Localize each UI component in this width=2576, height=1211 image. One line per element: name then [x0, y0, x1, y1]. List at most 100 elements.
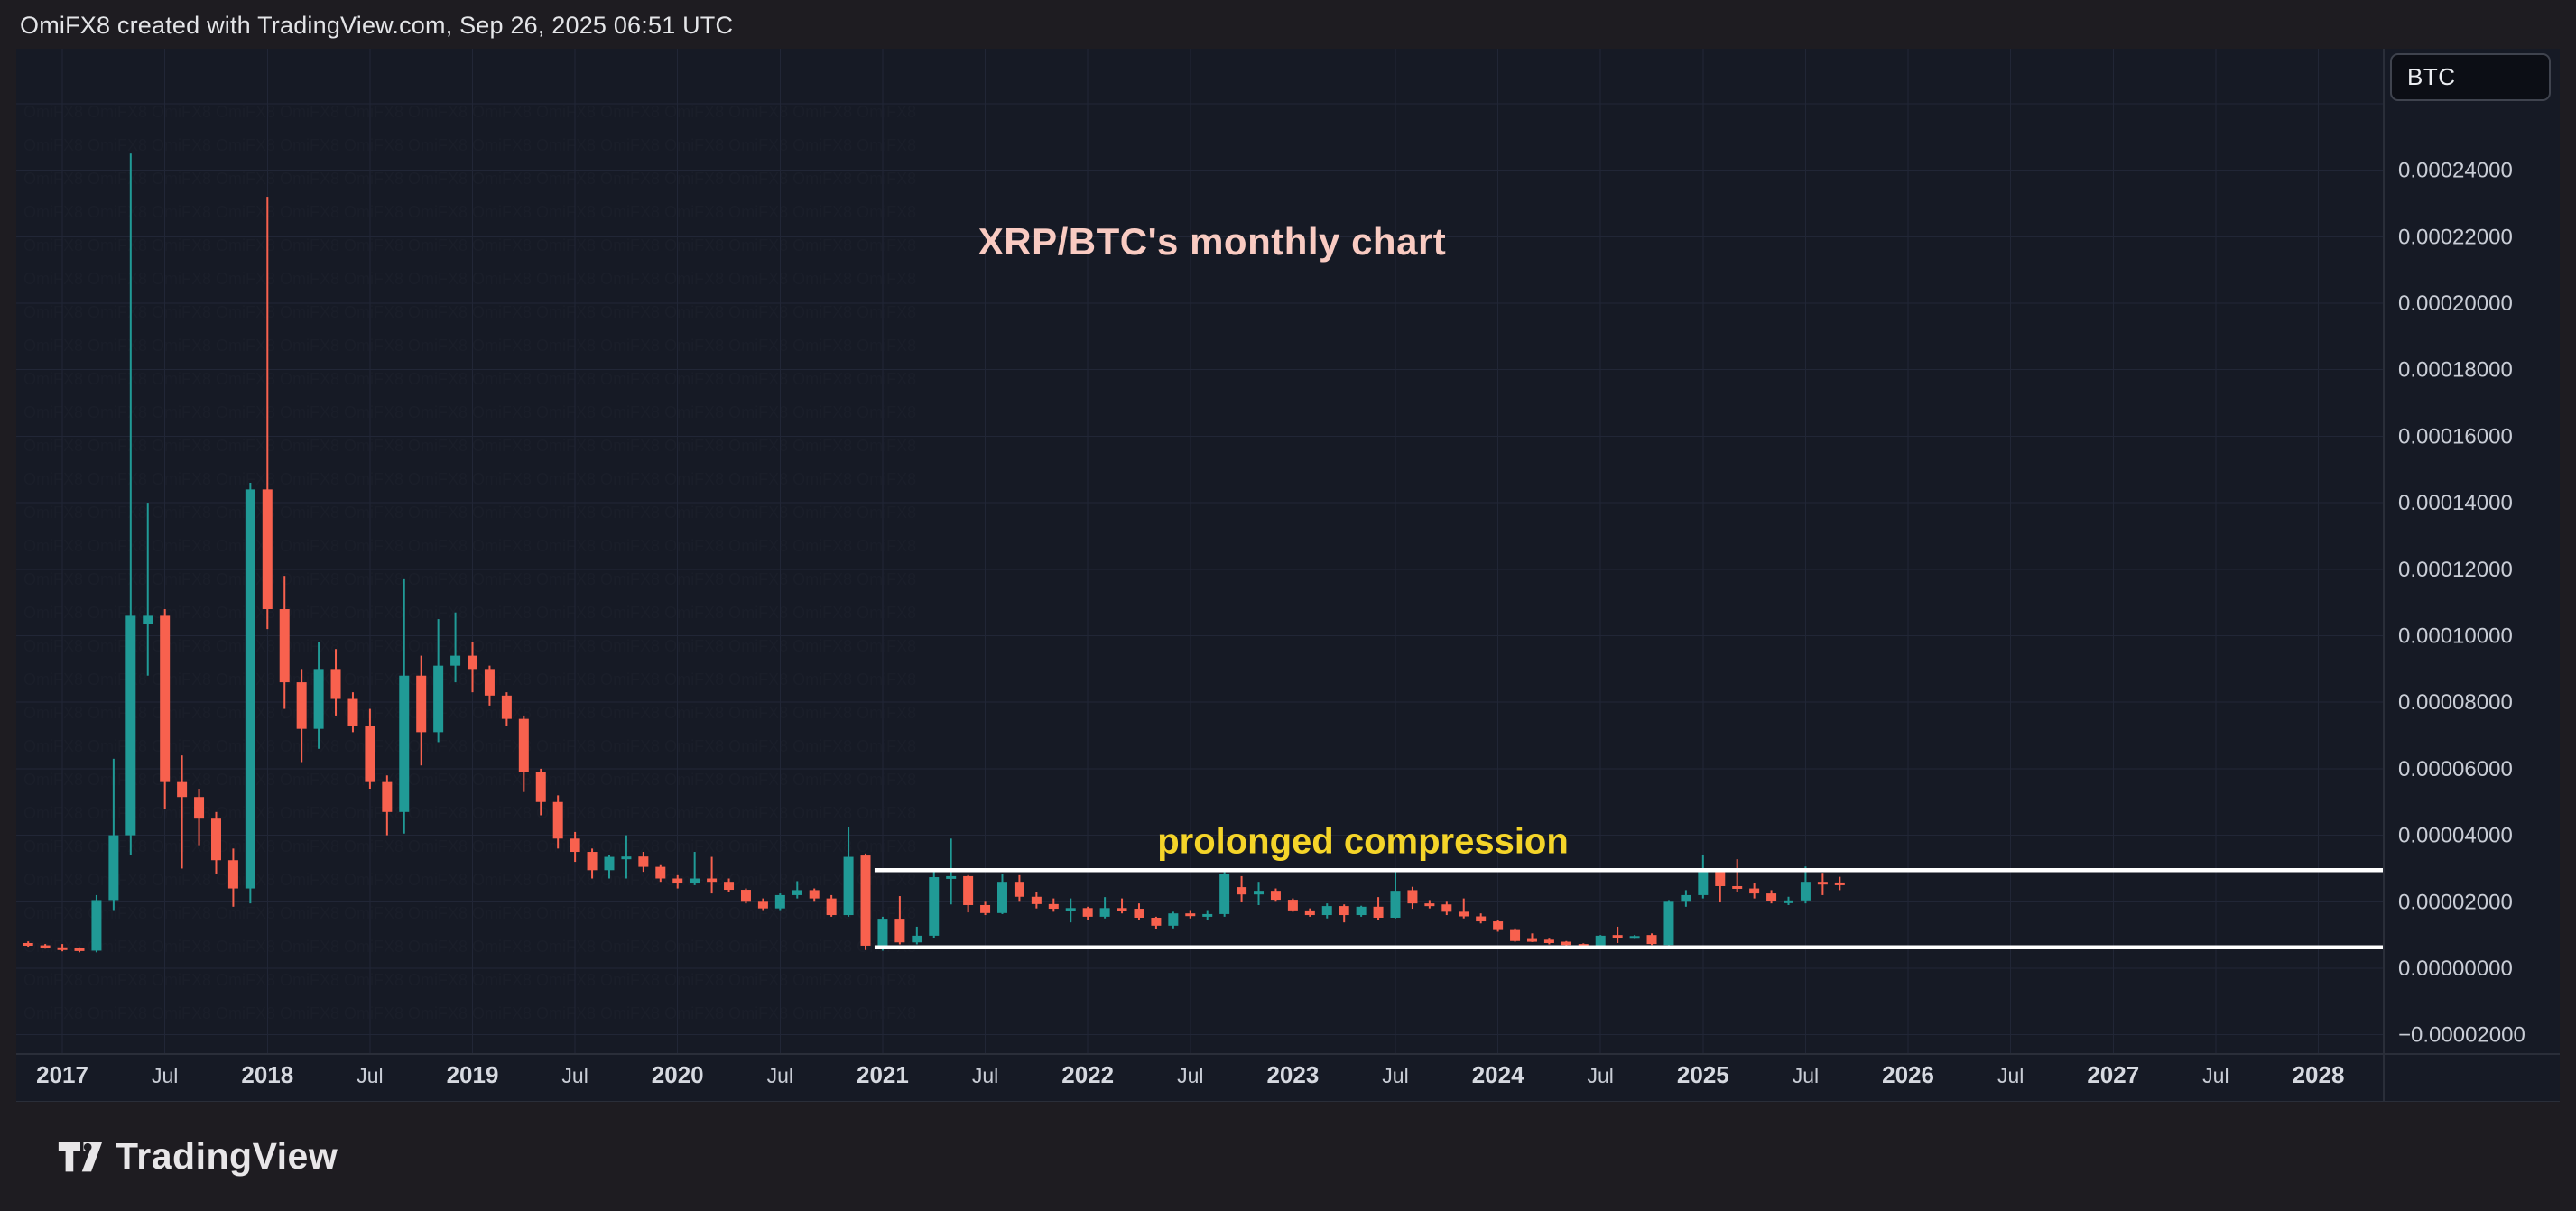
candle[interactable]	[877, 916, 888, 951]
candle[interactable]	[1014, 874, 1024, 902]
candles-layer[interactable]	[23, 153, 1845, 953]
candle[interactable]	[1715, 868, 1726, 903]
candle[interactable]	[963, 874, 974, 913]
candle[interactable]	[1681, 890, 1691, 907]
candle[interactable]	[279, 576, 290, 709]
candle[interactable]	[1543, 938, 1554, 945]
candle[interactable]	[621, 835, 632, 879]
candle[interactable]	[1287, 898, 1298, 912]
candle[interactable]	[1784, 896, 1794, 905]
candle[interactable]	[1356, 905, 1367, 917]
candle[interactable]	[1663, 900, 1674, 947]
candle[interactable]	[740, 888, 751, 904]
candle[interactable]	[1134, 903, 1144, 920]
candle[interactable]	[160, 609, 171, 809]
candle[interactable]	[210, 811, 221, 874]
candle[interactable]	[1117, 898, 1127, 914]
candle[interactable]	[587, 848, 598, 879]
candle[interactable]	[330, 649, 341, 716]
candle[interactable]	[1510, 928, 1521, 942]
candle[interactable]	[1407, 886, 1418, 910]
candle[interactable]	[690, 852, 700, 885]
candle[interactable]	[1185, 910, 1196, 919]
candle[interactable]	[860, 853, 871, 950]
candle[interactable]	[894, 896, 905, 945]
candle[interactable]	[194, 789, 205, 846]
candle[interactable]	[416, 655, 427, 766]
candle[interactable]	[40, 944, 51, 949]
candle[interactable]	[74, 947, 85, 953]
candle[interactable]	[1800, 866, 1811, 904]
candle[interactable]	[1082, 906, 1093, 920]
candle[interactable]	[1031, 892, 1042, 909]
candle[interactable]	[552, 795, 563, 849]
candle[interactable]	[980, 901, 991, 916]
candle[interactable]	[399, 578, 410, 834]
tradingview-logo-icon[interactable]	[58, 1140, 103, 1174]
candle[interactable]	[774, 893, 785, 911]
candle[interactable]	[1373, 897, 1384, 920]
candle[interactable]	[792, 881, 802, 899]
symbol-search-box[interactable]: BTC	[2390, 53, 2551, 101]
candle[interactable]	[227, 848, 238, 907]
candle[interactable]	[296, 669, 307, 763]
candle[interactable]	[1459, 898, 1469, 919]
candle[interactable]	[382, 775, 393, 836]
candle[interactable]	[1270, 888, 1281, 902]
candle[interactable]	[535, 768, 546, 816]
candle[interactable]	[1304, 908, 1315, 917]
candle[interactable]	[57, 944, 68, 952]
candle[interactable]	[996, 873, 1007, 914]
candle[interactable]	[1390, 868, 1401, 919]
candle[interactable]	[1048, 898, 1059, 912]
price-axis[interactable]: 0.00024000 0.00022000 0.00020000 0.00018000…	[2398, 159, 2525, 1048]
candle[interactable]	[177, 755, 188, 869]
candle[interactable]	[501, 692, 512, 726]
chart-title-annotation[interactable]: XRP/BTC's monthly chart	[978, 220, 1447, 263]
candle[interactable]	[638, 852, 649, 873]
candle[interactable]	[672, 874, 683, 889]
candle[interactable]	[1099, 897, 1110, 919]
candle[interactable]	[108, 758, 119, 911]
candle[interactable]	[1612, 926, 1623, 943]
candle[interactable]	[655, 864, 666, 883]
candle[interactable]	[125, 153, 136, 855]
candle[interactable]	[1202, 910, 1213, 920]
candle[interactable]	[707, 856, 718, 894]
candle[interactable]	[313, 642, 324, 749]
candle[interactable]	[570, 831, 580, 863]
candle[interactable]	[1732, 859, 1743, 892]
candle[interactable]	[826, 894, 837, 917]
candle[interactable]	[843, 827, 854, 917]
candle[interactable]	[1646, 933, 1657, 946]
candle[interactable]	[450, 612, 461, 683]
candle[interactable]	[1321, 903, 1332, 919]
candle[interactable]	[468, 642, 478, 693]
time-axis[interactable]: 2017 Jul 2018 Jul 2019 Jul 2020 Jul 2021 Jul 2022 J…	[36, 1061, 2344, 1088]
candle[interactable]	[912, 926, 922, 945]
candle[interactable]	[929, 868, 940, 938]
candle[interactable]	[1237, 875, 1247, 903]
candle[interactable]	[1766, 890, 1777, 904]
candle[interactable]	[1065, 898, 1076, 923]
compression-annotation[interactable]: prolonged compression	[1157, 821, 1569, 862]
candle[interactable]	[809, 888, 820, 902]
candle[interactable]	[1698, 854, 1709, 899]
candle[interactable]	[1817, 873, 1828, 895]
candle[interactable]	[262, 197, 273, 630]
candle[interactable]	[1595, 935, 1606, 948]
candle[interactable]	[365, 708, 375, 790]
candle[interactable]	[1254, 882, 1265, 905]
candle[interactable]	[23, 941, 33, 948]
candle[interactable]	[1339, 904, 1349, 923]
candle[interactable]	[604, 855, 615, 879]
trend-lines[interactable]	[874, 868, 2384, 950]
candle[interactable]	[1834, 876, 1845, 891]
candle[interactable]	[1526, 933, 1537, 942]
candle[interactable]	[757, 898, 768, 911]
candle[interactable]	[1219, 872, 1230, 917]
candle[interactable]	[518, 715, 529, 792]
candle[interactable]	[1629, 935, 1640, 939]
candle[interactable]	[1168, 911, 1179, 929]
